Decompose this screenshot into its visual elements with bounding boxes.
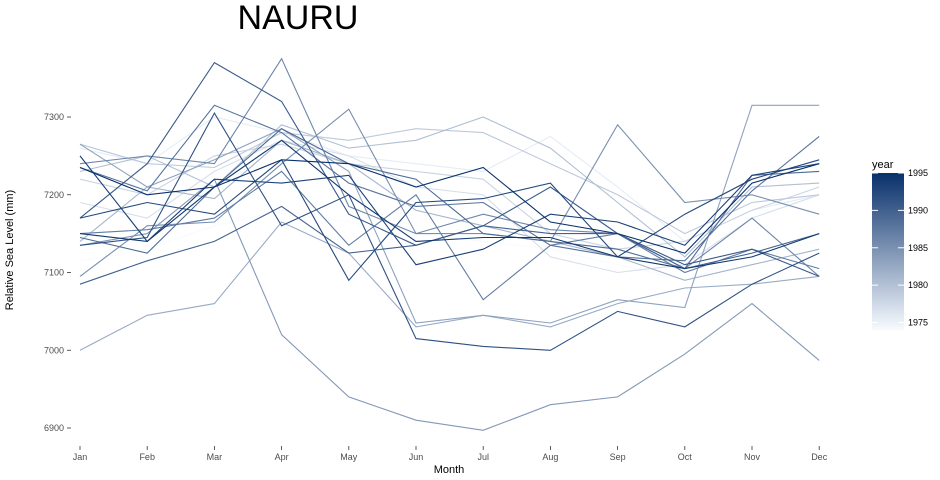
x-axis-label: Month bbox=[434, 464, 465, 476]
y-axis-label: Relative Sea Level (mm) bbox=[4, 190, 16, 310]
chart-title: NAURU bbox=[238, 0, 359, 37]
series-line-1974 bbox=[79, 209, 820, 281]
legend: year 1975 1980 1985 1990 1995 bbox=[872, 159, 928, 330]
x-tick-label: Jan bbox=[73, 452, 88, 462]
series-line-1992 bbox=[79, 158, 820, 282]
y-tick-label: 7200 bbox=[44, 190, 64, 200]
series-line-1994 bbox=[79, 139, 820, 270]
x-axis: Jan Feb Mar Apr May Jun Jul Aug Sep Oct Nov Dec bbox=[73, 446, 828, 462]
legend-tick-label: 1980 bbox=[908, 280, 928, 290]
legend-ticks: 1975 1980 1985 1990 1995 bbox=[872, 168, 928, 328]
x-tick-label: Aug bbox=[542, 452, 558, 462]
legend-title: year bbox=[872, 159, 894, 171]
y-tick-label: 7100 bbox=[44, 268, 64, 278]
y-tick-label: 6900 bbox=[44, 423, 64, 433]
legend-tick-label: 1990 bbox=[908, 205, 928, 215]
series-line-1982 bbox=[79, 104, 820, 324]
series-lines bbox=[79, 57, 820, 431]
series-line-1993 bbox=[79, 155, 820, 266]
x-tick-label: Dec bbox=[811, 452, 828, 462]
series-line-1981 bbox=[79, 221, 820, 351]
y-axis: 6900 7000 7100 7200 7300 bbox=[44, 112, 71, 433]
x-tick-label: Feb bbox=[139, 452, 155, 462]
x-tick-label: Mar bbox=[207, 452, 223, 462]
x-tick-label: Oct bbox=[678, 452, 693, 462]
legend-colorbar bbox=[872, 173, 904, 330]
series-line-1990 bbox=[79, 61, 820, 277]
series-line-1979 bbox=[79, 116, 820, 258]
series-line-1984 bbox=[79, 108, 820, 277]
series-line-1986 bbox=[79, 170, 820, 301]
legend-tick-label: 1975 bbox=[908, 318, 928, 328]
x-tick-label: Sep bbox=[610, 452, 626, 462]
y-tick-label: 7300 bbox=[44, 112, 64, 122]
x-tick-label: May bbox=[340, 452, 358, 462]
series-line-1985 bbox=[79, 57, 820, 277]
series-line-1978 bbox=[79, 128, 820, 235]
legend-tick-label: 1995 bbox=[908, 168, 928, 178]
series-line-1983 bbox=[79, 178, 820, 431]
series-line-1995 bbox=[79, 159, 820, 254]
x-tick-label: Nov bbox=[744, 452, 761, 462]
y-tick-label: 7000 bbox=[44, 345, 64, 355]
x-tick-label: Jul bbox=[477, 452, 489, 462]
series-line-1988 bbox=[79, 128, 820, 270]
series-line-1991 bbox=[79, 111, 820, 351]
series-line-1987 bbox=[79, 104, 820, 262]
x-tick-label: Jun bbox=[409, 452, 424, 462]
series-line-1976 bbox=[79, 139, 820, 274]
x-tick-label: Apr bbox=[275, 452, 289, 462]
legend-tick-label: 1985 bbox=[908, 243, 928, 253]
